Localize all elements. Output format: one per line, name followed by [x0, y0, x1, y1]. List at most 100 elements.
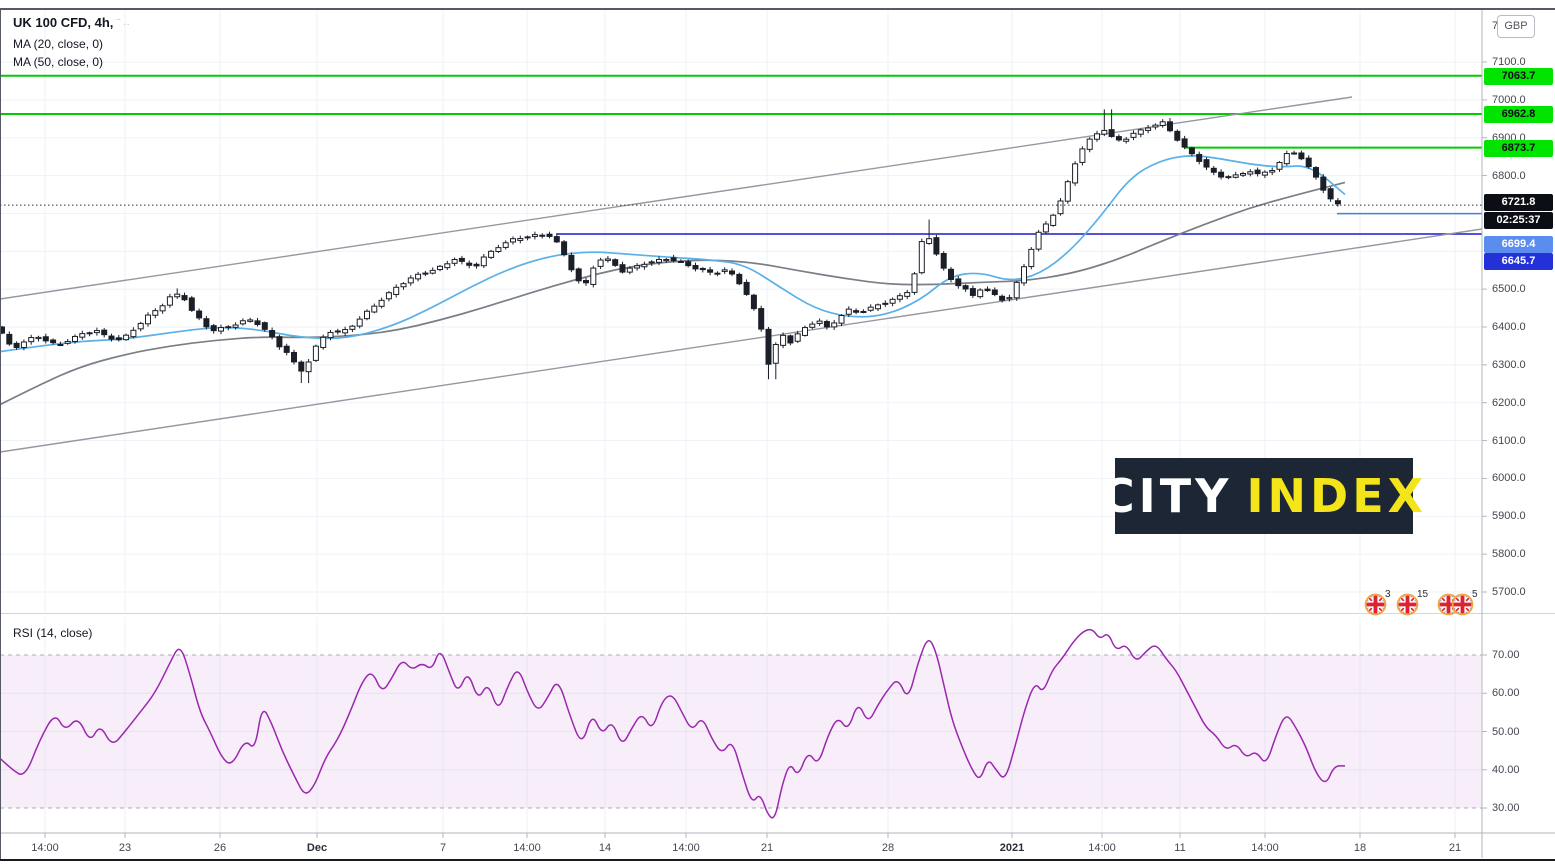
ma50-legend[interactable]: MA (50, close, 0) [13, 55, 104, 69]
candle-body [393, 286, 400, 295]
candle-body [400, 283, 407, 288]
price-axis-label: 7100.0 [1492, 56, 1526, 68]
time-axis-label: 14 [598, 842, 612, 854]
currency-toggle-button[interactable]: GBP [1497, 15, 1535, 38]
candle-body [597, 259, 604, 267]
candle-body [845, 308, 852, 315]
uk-event-flag-marker[interactable]: 3 [1364, 590, 1395, 616]
candle-body [1327, 188, 1334, 200]
uk-event-flag-marker[interactable]: 15 [1396, 589, 1429, 616]
candle-body [35, 336, 42, 340]
channel-upper[interactable] [0, 96, 1353, 300]
candle-body [984, 288, 991, 292]
candle-body [305, 361, 312, 373]
candle-body [1145, 127, 1152, 131]
candle-body [1057, 200, 1064, 215]
ma20-line[interactable] [0, 155, 1346, 353]
ma50-line[interactable] [0, 181, 1346, 406]
candle-body [1035, 231, 1042, 250]
candle-body [480, 256, 487, 267]
channel-lower[interactable] [0, 228, 1483, 453]
event-count-badge: 15 [1417, 589, 1429, 600]
candle-body [918, 241, 925, 274]
window-bottom-border [0, 859, 1555, 861]
candle-body [707, 269, 714, 273]
level-label-6645: 6645.7 [1484, 252, 1553, 270]
candle-body [794, 333, 801, 342]
candle-body [458, 257, 465, 262]
rsi-axis-label: 50.00 [1492, 725, 1520, 738]
candle-body [415, 273, 422, 280]
candle-body [1196, 153, 1203, 162]
candle-body [108, 335, 115, 340]
candle-body [1269, 170, 1276, 173]
price-axis-label: 5900.0 [1492, 510, 1526, 523]
rsi-line[interactable] [0, 628, 1345, 819]
candle-body [247, 319, 254, 322]
candle-body [765, 328, 772, 365]
candle-body [1167, 121, 1173, 132]
candle-body [904, 292, 911, 297]
uk-event-flag-marker[interactable]: 5 [1437, 590, 1482, 616]
candle-body [218, 327, 224, 332]
candle-body [787, 335, 794, 344]
candle-body [123, 334, 130, 341]
truncated-title-fragment: ‾ ·· [117, 19, 130, 30]
symbol-title[interactable]: UK 100 CFD, 4h, ‾ ·· [13, 15, 130, 30]
candle-body [510, 238, 516, 243]
candle-body [407, 277, 414, 284]
rsi-legend[interactable]: RSI (14, close) [13, 626, 93, 640]
candle-body [656, 258, 662, 263]
candle-body [93, 330, 100, 334]
countdown-label: 02:25:37 [1484, 211, 1553, 229]
candle-body [758, 308, 765, 330]
candle-body [911, 273, 918, 293]
candle-body [1218, 171, 1225, 178]
candle-body [1313, 167, 1319, 178]
candle-body [1064, 181, 1071, 202]
candle-body [1108, 129, 1115, 137]
candle-body [20, 341, 27, 348]
ma20-legend[interactable]: MA (20, close, 0) [13, 37, 104, 51]
candle-body [692, 264, 699, 270]
candle-body [977, 289, 984, 298]
candle-body [962, 285, 969, 290]
candle-body [955, 278, 962, 287]
candle-body [619, 264, 626, 273]
candle-body [1320, 176, 1327, 191]
candle-body [312, 345, 319, 361]
candle-body [1123, 138, 1130, 142]
candle-body [1050, 214, 1057, 226]
candle-body [648, 261, 655, 264]
candle-body [276, 336, 283, 348]
price-axis-label: 7000.0 [1492, 93, 1526, 106]
uk-flag-icon [1396, 593, 1419, 621]
candle-body [736, 273, 743, 285]
candle-body [210, 325, 217, 332]
candle-body [524, 236, 531, 239]
candle-body [590, 267, 597, 285]
candle-body [1130, 132, 1137, 138]
candle-body [568, 254, 575, 271]
logo-city-text: CITY [1100, 469, 1233, 523]
candle-body [663, 258, 670, 262]
candle-body [334, 330, 341, 333]
candle-body [1232, 174, 1239, 178]
level-label-6962: 6962.8 [1484, 105, 1553, 123]
candle-body [1254, 169, 1261, 175]
candle-body [685, 261, 692, 267]
candle-body [203, 318, 210, 328]
candle-body [254, 320, 261, 326]
candle-body [699, 267, 706, 271]
time-axis-label: 14:00 [672, 842, 700, 854]
candle-body [130, 329, 137, 338]
candle-body [181, 295, 188, 301]
candle-body [188, 297, 195, 311]
candle-body [750, 294, 757, 310]
time-axis-label: 23 [118, 842, 132, 854]
price-axis-label: 6500.0 [1492, 283, 1526, 296]
candle-body [1006, 297, 1013, 300]
candle-body [320, 336, 327, 348]
time-axis-label: 14:00 [513, 842, 541, 854]
